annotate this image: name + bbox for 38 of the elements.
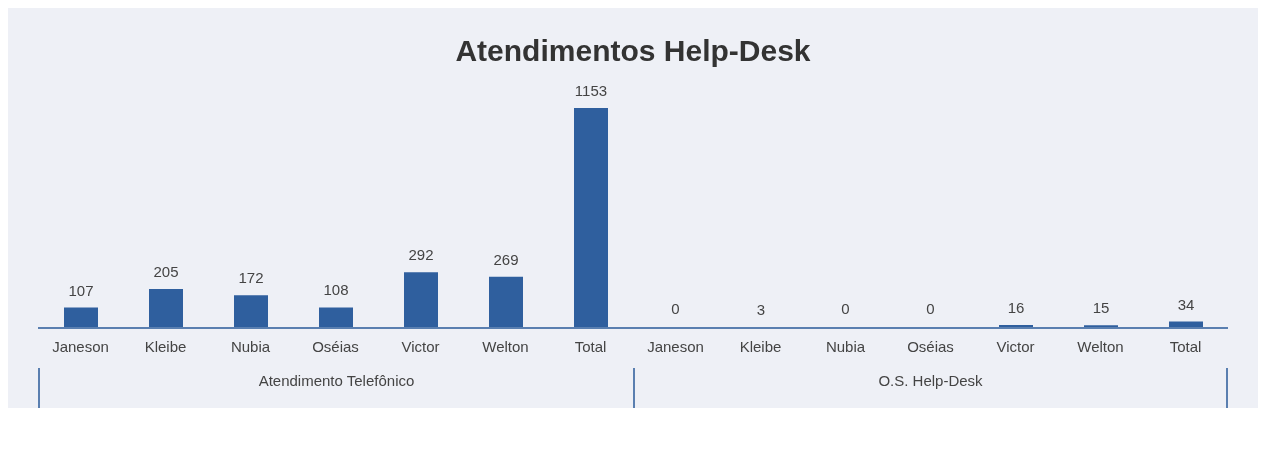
data-label: 34 [1177, 295, 1195, 313]
bar [234, 295, 268, 328]
x-tick-label: Janeson [647, 338, 704, 355]
data-label: 292 [408, 246, 434, 264]
data-label: 205 [153, 262, 179, 280]
data-label: 108 [323, 281, 349, 299]
data-label: 0 [671, 300, 680, 317]
data-label: 15 [1092, 299, 1110, 317]
x-tick-label: Total [1169, 338, 1202, 355]
x-tick-label: Welton [1077, 338, 1124, 355]
x-tick-label: Welton [482, 338, 529, 355]
bar [489, 276, 523, 328]
data-label: 172 [238, 269, 264, 287]
x-tick-label: Nubia [825, 338, 866, 355]
text: O.S. Help-Desk [633, 368, 1228, 408]
data-label: 0 [926, 300, 935, 317]
chart-title: Atendimentos Help-Desk [454, 33, 812, 68]
bar [149, 288, 183, 328]
x-tick-label: Kleibe [144, 338, 187, 355]
data-label: 1153 [574, 82, 608, 99]
bar [64, 307, 98, 328]
x-tick-label: Total [574, 338, 607, 355]
x-tick-label: Oséias [312, 338, 359, 355]
data-label: 3 [756, 301, 766, 319]
x-tick-label: Oséias [907, 338, 954, 355]
bar [574, 108, 608, 328]
x-tick-label: Nubia [230, 338, 271, 355]
bar [404, 272, 438, 328]
bar [319, 307, 353, 328]
data-label: 107 [68, 281, 94, 299]
data-label: 16 [1007, 298, 1025, 316]
x-tick-label: Victor [996, 338, 1035, 355]
data-label: 0 [841, 300, 850, 317]
text: Atendimento Telefônico [38, 368, 633, 408]
x-tick-label: Kleibe [739, 338, 782, 355]
x-tick-label: Janeson [52, 338, 109, 355]
data-label: 269 [493, 250, 519, 268]
x-tick-label: Victor [401, 338, 440, 355]
